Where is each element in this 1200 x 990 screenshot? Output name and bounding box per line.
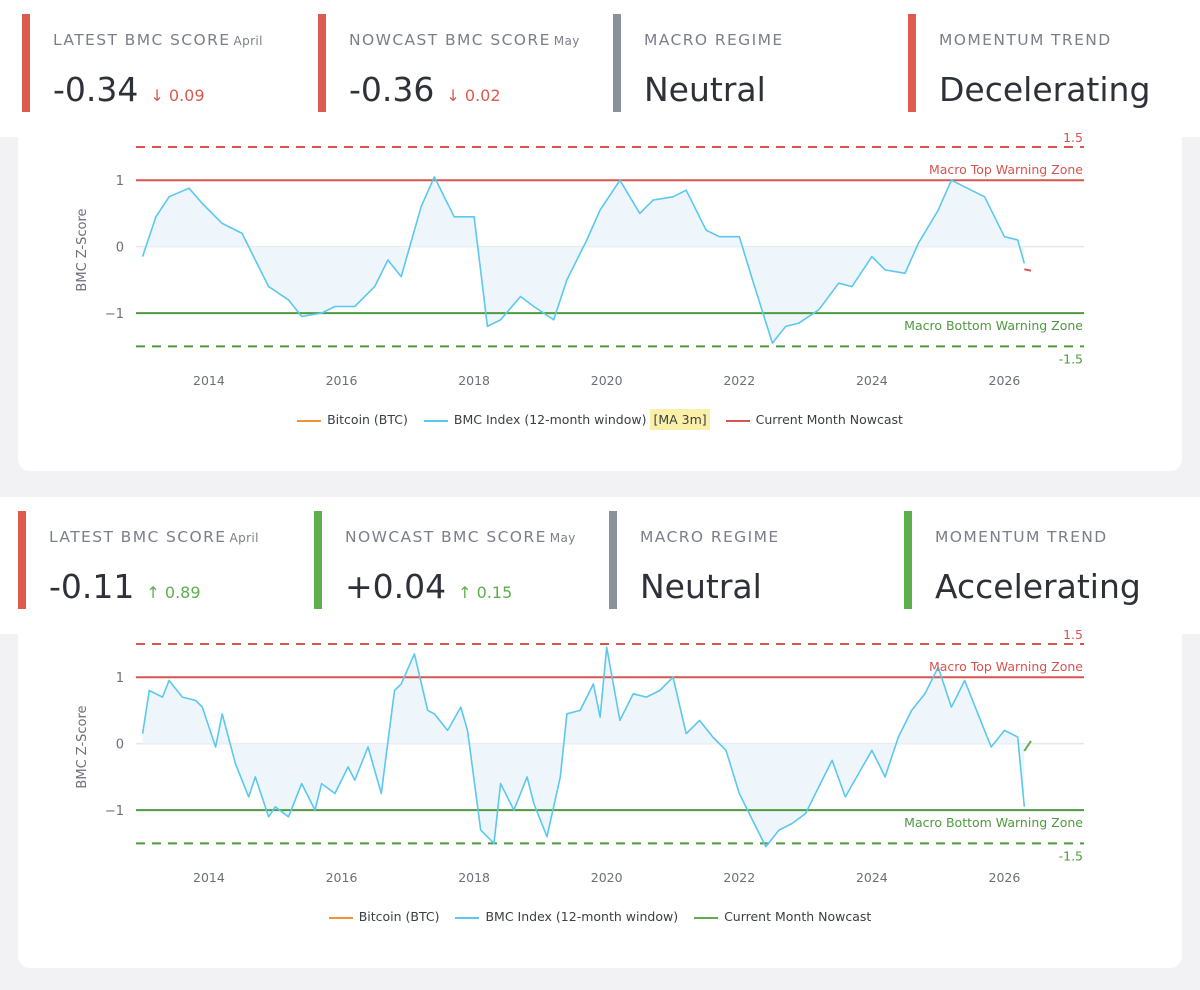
x-tick-label: 2026	[989, 870, 1021, 885]
legend-swatch-nowcast	[725, 419, 750, 422]
score-cards-row: LATEST BMC SCORE April -0.34 ↓ 0.09 NOWCAS…	[0, 0, 1200, 137]
card-value: -0.36 ↓ 0.02	[349, 70, 501, 109]
card-value: -0.34 ↓ 0.09	[53, 70, 205, 109]
chart-legend: Bitcoin (BTC) BMC Index (12-month window…	[18, 409, 1182, 430]
bmc-area-fill	[142, 176, 1025, 344]
bmc-index-line	[141, 176, 1026, 344]
y-tick-label: 1	[116, 671, 124, 686]
latest-bmc-score-card: LATEST BMC SCORE April -0.11 ↑ 0.89	[18, 511, 308, 609]
card-delta: ↓ 0.02	[446, 86, 501, 105]
legend-item-nowcast[interactable]: Current Month Nowcast	[725, 412, 903, 427]
top-extreme-label: 1.5	[1063, 627, 1083, 642]
card-label: NOWCAST BMC SCORE May	[345, 528, 576, 546]
bottom-zone-label: Macro Bottom Warning Zone	[904, 815, 1083, 830]
y-tick-label: 1	[116, 174, 124, 189]
bmc-zscore-chart: 1.5 Macro Top Warning Zone Macro Bottom Wa…	[75, 130, 1084, 388]
bmc-panel-1: LATEST BMC SCORE April -0.34 ↓ 0.09 NOWCAS…	[0, 0, 1200, 493]
y-tick-label: −1	[105, 804, 124, 819]
bmc-zscore-chart: 1.5 Macro Top Warning Zone Macro Bottom Wa…	[75, 627, 1084, 885]
legend-item-bmc[interactable]: BMC Index (12-month window)	[455, 909, 678, 924]
x-tick-label: 2014	[193, 870, 225, 885]
bottom-extreme-label: -1.5	[1059, 848, 1083, 863]
card-value: -0.11 ↑ 0.89	[49, 567, 201, 606]
x-tick-label: 2020	[591, 870, 623, 885]
y-axis-label: BMC Z-Score	[75, 705, 90, 788]
legend-item-btc[interactable]: Bitcoin (BTC)	[297, 412, 408, 427]
x-tick-label: 2024	[856, 373, 888, 388]
card-delta: ↓ 0.09	[150, 86, 205, 105]
top-zone-label: Macro Top Warning Zone	[929, 659, 1083, 674]
bmc-panel-2: LATEST BMC SCORE April -0.11 ↑ 0.89 NOWCAS…	[0, 497, 1200, 990]
x-tick-label: 2022	[723, 870, 755, 885]
x-tick-label: 2014	[193, 373, 225, 388]
y-tick-label: 0	[116, 241, 124, 256]
latest-bmc-score-card: LATEST BMC SCORE April -0.34 ↓ 0.09	[22, 14, 312, 112]
x-tick-label: 2022	[723, 373, 755, 388]
macro-regime-card: MACRO REGIME Neutral	[613, 14, 903, 112]
ma-3m-tag: [MA 3m]	[650, 409, 710, 430]
card-label: LATEST BMC SCORE April	[49, 528, 259, 546]
card-accent-bar	[314, 511, 322, 609]
card-accent-bar	[613, 14, 621, 112]
card-accent-bar	[18, 511, 26, 609]
x-tick-label: 2020	[591, 373, 623, 388]
x-tick-label: 2024	[856, 870, 888, 885]
x-tick-label: 2016	[326, 870, 358, 885]
bmc-area-fill	[142, 647, 1025, 847]
card-value: Decelerating	[939, 70, 1151, 109]
y-tick-label: −1	[105, 307, 124, 322]
card-delta: ↑ 0.15	[458, 583, 513, 602]
card-accent-bar	[908, 14, 916, 112]
card-value: Neutral	[644, 70, 766, 109]
bmc-chart-card: 1.5 Macro Top Warning Zone Macro Bottom Wa…	[18, 627, 1182, 968]
x-tick-label: 2018	[458, 870, 490, 885]
legend-item-bmc[interactable]: BMC Index (12-month window) [MA 3m]	[423, 409, 710, 430]
x-tick-label: 2016	[326, 373, 358, 388]
momentum-trend-card: MOMENTUM TREND Accelerating	[904, 511, 1194, 609]
top-extreme-label: 1.5	[1063, 130, 1083, 145]
card-delta: ↑ 0.89	[146, 583, 201, 602]
card-label: MOMENTUM TREND	[939, 31, 1112, 49]
chart-legend: Bitcoin (BTC) BMC Index (12-month window…	[18, 908, 1182, 924]
momentum-trend-card: MOMENTUM TREND Decelerating	[908, 14, 1198, 112]
legend-swatch-nowcast	[694, 916, 719, 919]
macro-regime-card: MACRO REGIME Neutral	[609, 511, 899, 609]
card-value: +0.04 ↑ 0.15	[345, 567, 513, 606]
nowcast-line	[1023, 740, 1032, 752]
card-value: Neutral	[640, 567, 762, 606]
bmc-chart-card: 1.5 Macro Top Warning Zone Macro Bottom Wa…	[18, 130, 1182, 471]
card-label: MACRO REGIME	[640, 528, 780, 546]
legend-item-btc[interactable]: Bitcoin (BTC)	[328, 909, 440, 924]
bmc-index-line	[141, 646, 1026, 848]
legend-swatch-btc	[297, 419, 322, 422]
bottom-zone-label: Macro Bottom Warning Zone	[904, 318, 1083, 333]
score-cards-row: LATEST BMC SCORE April -0.11 ↑ 0.89 NOWCAS…	[0, 497, 1200, 634]
y-axis-label: BMC Z-Score	[75, 208, 90, 291]
card-label: MOMENTUM TREND	[935, 528, 1108, 546]
nowcast-line	[1024, 268, 1032, 272]
legend-item-nowcast[interactable]: Current Month Nowcast	[694, 909, 871, 924]
nowcast-bmc-score-card: NOWCAST BMC SCORE May -0.36 ↓ 0.02	[318, 14, 608, 112]
x-tick-label: 2018	[458, 373, 490, 388]
card-label: LATEST BMC SCORE April	[53, 31, 263, 49]
card-label: NOWCAST BMC SCORE May	[349, 31, 580, 49]
card-accent-bar	[904, 511, 912, 609]
nowcast-bmc-score-card: NOWCAST BMC SCORE May +0.04 ↑ 0.15	[314, 511, 604, 609]
top-zone-label: Macro Top Warning Zone	[929, 162, 1083, 177]
bottom-extreme-label: -1.5	[1059, 351, 1083, 366]
legend-swatch-btc	[328, 916, 353, 919]
x-tick-label: 2026	[989, 373, 1021, 388]
card-accent-bar	[318, 14, 326, 112]
legend-swatch-bmc	[423, 419, 448, 422]
legend-swatch-bmc	[455, 916, 480, 919]
card-accent-bar	[22, 14, 30, 112]
card-accent-bar	[609, 511, 617, 609]
card-value: Accelerating	[935, 567, 1141, 606]
y-tick-label: 0	[116, 738, 124, 753]
card-label: MACRO REGIME	[644, 31, 784, 49]
